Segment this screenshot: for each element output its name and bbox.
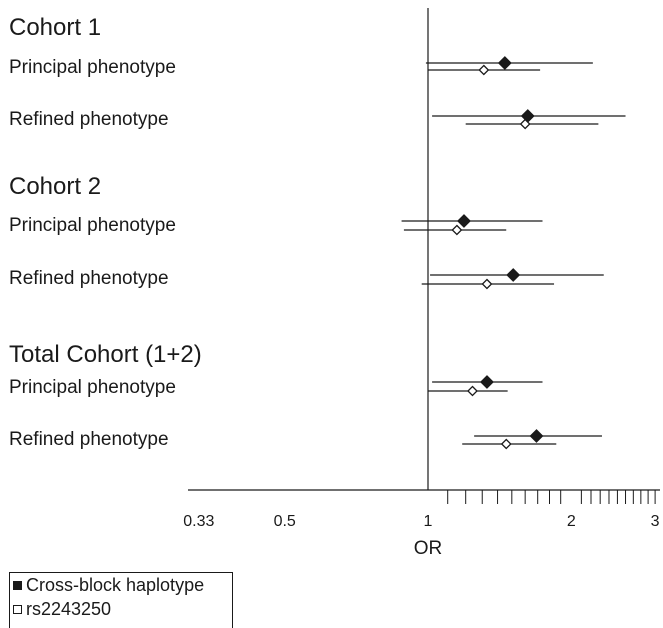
point-estimate-rs2243250	[451, 224, 463, 236]
point-estimate-rs2243250	[519, 118, 531, 130]
x-tick-label: 2	[567, 513, 576, 530]
point-estimate-cross-block	[520, 109, 535, 123]
point-estimate-rs2243250	[481, 278, 493, 290]
row-label-cohort1-refined: Refined phenotype	[9, 109, 169, 130]
row-label-cohort2-principal: Principal phenotype	[9, 215, 176, 236]
point-estimate-cross-block	[480, 375, 494, 389]
filled-square-icon	[13, 581, 22, 590]
group-title-total-cohort: Total Cohort (1+2)	[9, 341, 202, 368]
group-title-cohort-1: Cohort 1	[9, 14, 102, 41]
point-estimate-cross-block	[529, 429, 544, 443]
x-tick-label: 0.5	[274, 513, 296, 530]
forest-plot: 0.33 0.5 1 2 3 OR	[183, 8, 660, 559]
legend-label-cross-block: Cross-block haplotype	[26, 575, 205, 595]
x-tick-label: 0.33	[183, 513, 214, 530]
row-label-total-refined: Refined phenotype	[9, 429, 169, 450]
point-estimate-rs2243250	[478, 64, 490, 76]
x-axis-title: OR	[414, 538, 443, 559]
legend: Cross-block haplotype rs2243250	[9, 572, 233, 628]
x-tick-label: 3	[651, 513, 660, 530]
row-label-total-principal: Principal phenotype	[9, 377, 176, 398]
group-title-cohort-2: Cohort 2	[9, 173, 102, 200]
open-square-icon	[13, 605, 22, 614]
point-estimate-cross-block	[457, 214, 471, 228]
point-estimate-cross-block	[506, 268, 521, 282]
point-estimate-rs2243250	[500, 438, 512, 450]
row-label-cohort1-principal: Principal phenotype	[9, 57, 176, 78]
x-tick-label: 1	[424, 513, 433, 530]
row-label-cohort2-refined: Refined phenotype	[9, 268, 169, 289]
legend-label-rs2243250: rs2243250	[26, 599, 112, 619]
point-estimate-rs2243250	[467, 385, 478, 397]
point-estimate-cross-block	[497, 56, 512, 70]
legend-item-rs2243250: rs2243250	[13, 599, 111, 620]
legend-item-cross-block: Cross-block haplotype	[13, 575, 204, 596]
